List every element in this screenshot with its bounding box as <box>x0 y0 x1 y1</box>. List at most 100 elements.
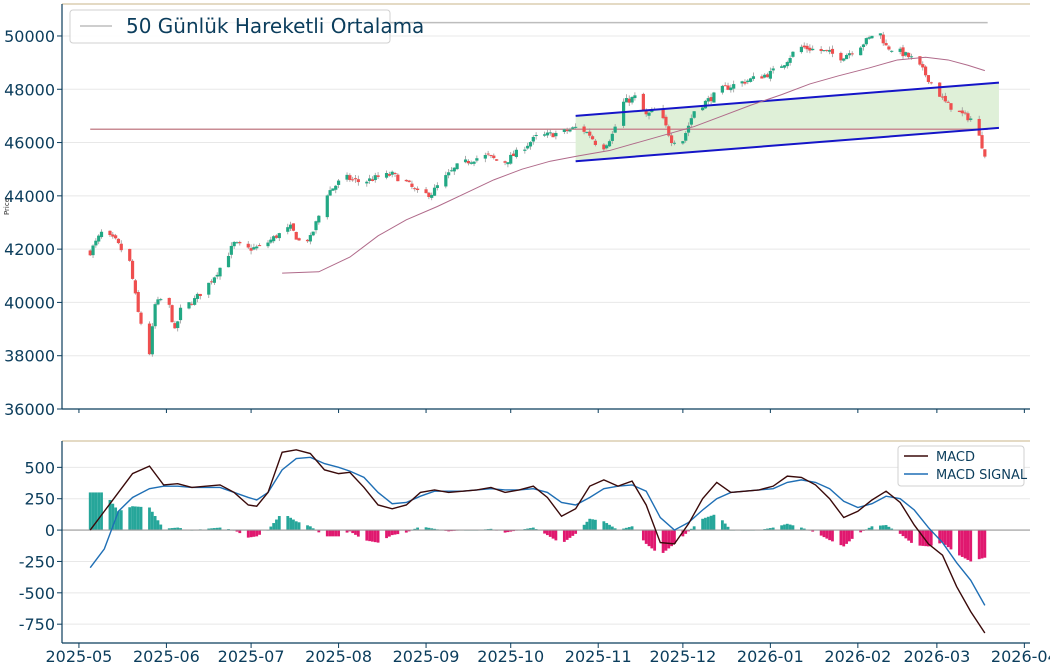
candle-up <box>229 245 233 255</box>
candle <box>585 131 589 134</box>
candle-down <box>291 223 296 231</box>
candle <box>351 176 355 182</box>
candle <box>503 160 507 166</box>
candle <box>489 154 493 159</box>
macd-histogram-bar <box>768 528 772 531</box>
candle <box>387 171 391 177</box>
candle-down <box>495 159 499 161</box>
candle-up <box>475 158 479 161</box>
candle-up <box>252 247 256 250</box>
candle-up <box>542 134 547 136</box>
candle <box>528 141 533 150</box>
macd-line <box>89 449 986 634</box>
macd-histogram-bar <box>546 530 549 536</box>
candle <box>368 174 372 184</box>
candle-down <box>297 238 301 241</box>
macd-histogram-bar <box>337 530 340 537</box>
macd-histogram-bar <box>800 527 803 531</box>
candle <box>983 149 987 159</box>
candle-down <box>966 113 970 121</box>
candle-up <box>232 241 236 247</box>
candle-down <box>709 97 713 102</box>
candle-up <box>828 50 832 52</box>
channel-fill <box>575 82 999 162</box>
macd-signal-line <box>89 456 986 606</box>
macd-y-tick-label: -750 <box>19 615 55 634</box>
macd-histogram-bar <box>173 527 177 531</box>
candle <box>384 170 389 180</box>
x-tick-label: 2026-01 <box>737 647 804 666</box>
candle <box>207 282 211 299</box>
candle-up <box>799 46 804 53</box>
candle <box>427 191 431 200</box>
candle-up <box>195 293 200 299</box>
candle-up <box>373 175 377 181</box>
candle <box>861 43 866 51</box>
candle <box>311 231 315 237</box>
candle-up <box>277 233 281 239</box>
candle <box>946 100 950 103</box>
candle-up <box>226 255 231 268</box>
candle <box>664 114 668 128</box>
macd-histogram-bar <box>133 506 137 531</box>
candle-down <box>130 260 135 279</box>
candle-up <box>207 282 211 295</box>
candle-up <box>622 101 626 126</box>
macd-histogram-bar <box>159 524 163 531</box>
candle <box>980 131 984 150</box>
candle <box>334 184 338 194</box>
macd-histogram-bar <box>373 530 377 543</box>
candle <box>859 46 863 56</box>
candle <box>729 84 733 93</box>
candle <box>923 65 928 78</box>
candle <box>97 234 101 245</box>
candle <box>483 152 487 163</box>
candle-down <box>410 183 414 187</box>
macd-y-tick-label: 0 <box>45 521 55 540</box>
candle <box>393 171 397 177</box>
candle-down <box>565 129 569 132</box>
candle-up <box>782 65 787 68</box>
candle <box>226 252 231 268</box>
candle <box>898 46 902 55</box>
macd-panel: -750 -500 -250 0 250 500 MACD MACD SIGNAL <box>19 440 1030 644</box>
macd-histogram-bar <box>881 525 885 531</box>
macd-histogram-bar <box>509 530 513 532</box>
candle-down <box>167 297 171 305</box>
candle-down <box>511 153 516 157</box>
candle <box>633 92 637 101</box>
macd-histogram-bar <box>176 527 180 531</box>
candle <box>709 93 713 105</box>
candle-up <box>763 74 767 78</box>
candle <box>187 302 191 310</box>
candle <box>472 161 476 167</box>
candle-down <box>116 238 121 244</box>
candle <box>808 44 812 54</box>
candle <box>469 160 473 165</box>
macd-histogram-bar <box>670 530 673 547</box>
candle <box>966 111 970 123</box>
macd-y-tick-label: -500 <box>19 584 55 603</box>
candle-down <box>173 323 177 329</box>
candle-up <box>684 133 688 141</box>
candle-down <box>949 103 953 110</box>
candle <box>811 45 815 51</box>
candle <box>799 44 804 54</box>
candle-up <box>523 149 527 151</box>
candle <box>257 243 262 247</box>
candle <box>938 82 942 97</box>
candle-down <box>760 76 764 79</box>
candle-up <box>215 274 219 277</box>
candle-up <box>548 132 552 134</box>
macd-histogram-bar <box>966 530 970 560</box>
candle <box>630 96 634 105</box>
candle <box>542 131 547 137</box>
macd-histogram-bar <box>924 530 927 547</box>
macd-histogram-bar <box>277 516 281 531</box>
macd-histogram-bar <box>605 523 609 531</box>
candle-up <box>909 56 914 58</box>
macd-histogram-bar <box>317 530 321 533</box>
candle-down <box>466 160 470 164</box>
candle-down <box>427 192 431 197</box>
candle <box>788 55 792 66</box>
